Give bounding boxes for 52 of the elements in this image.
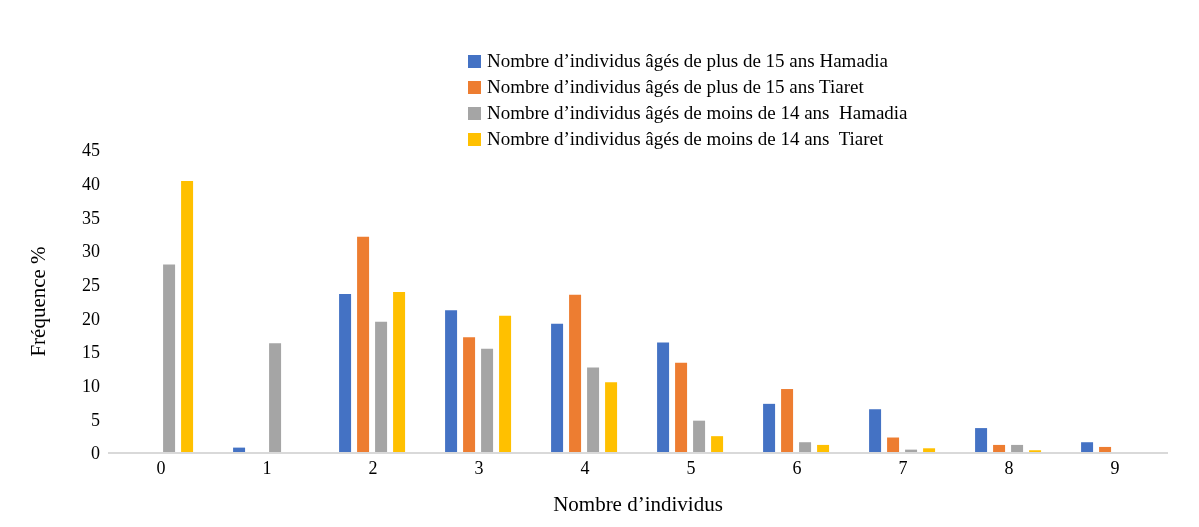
y-tick-label: 20 [82,308,100,329]
legend-label: Nombre d’individus âgés de plus de 15 ans Tiaret [487,75,864,99]
bar [357,236,370,453]
bar [711,436,724,453]
y-tick-label: 35 [82,207,100,228]
bar [763,403,776,453]
bar [163,264,176,453]
x-tick-label: 5 [686,457,696,478]
bar [463,337,476,453]
y-tick-label: 25 [82,275,100,296]
legend-label: Nombre d’individus âgés de moins de 14 ans Tiaret [487,127,884,151]
bar [445,310,458,453]
bar [799,442,812,453]
x-tick-label: 1 [262,457,272,478]
bar [339,294,352,453]
x-tick-label: 7 [898,457,908,478]
x-tick-label: 0 [156,457,166,478]
bar [375,321,388,453]
legend-label: Nombre d’individus âgés de moins de 14 ans Hamadia [487,101,908,125]
y-tick-label: 0 [91,443,100,464]
x-tick-label: 2 [368,457,378,478]
bar [1081,442,1094,453]
y-tick-label: 5 [91,409,100,430]
bar [269,343,282,453]
y-tick-label: 15 [82,342,100,363]
x-tick-label: 6 [792,457,802,478]
bar [605,382,618,453]
bar [887,437,900,453]
bar [569,294,582,453]
x-tick-label: 4 [580,457,590,478]
bar [781,389,794,453]
x-tick-label: 8 [1004,457,1014,478]
bar [869,409,882,453]
legend-label: Nombre d’individus âgés de plus de 15 ans Hamadia [487,49,889,73]
bar [587,367,600,453]
x-axis-title: Nombre d’individus [553,492,723,516]
y-tick-label: 30 [82,241,100,262]
bar [181,180,194,453]
x-tick-label: 3 [474,457,484,478]
y-tick-label: 40 [82,174,100,195]
bar [675,362,688,453]
bar [393,292,406,453]
y-tick-label: 45 [82,140,100,161]
bar [499,315,512,453]
bar [481,348,494,453]
bar [975,428,988,453]
bar [657,342,670,453]
y-axis-title: Fréquence % [26,246,51,357]
y-tick-label: 10 [82,376,100,397]
bar [551,323,564,453]
bar [693,420,706,453]
x-tick-label: 9 [1110,457,1120,478]
